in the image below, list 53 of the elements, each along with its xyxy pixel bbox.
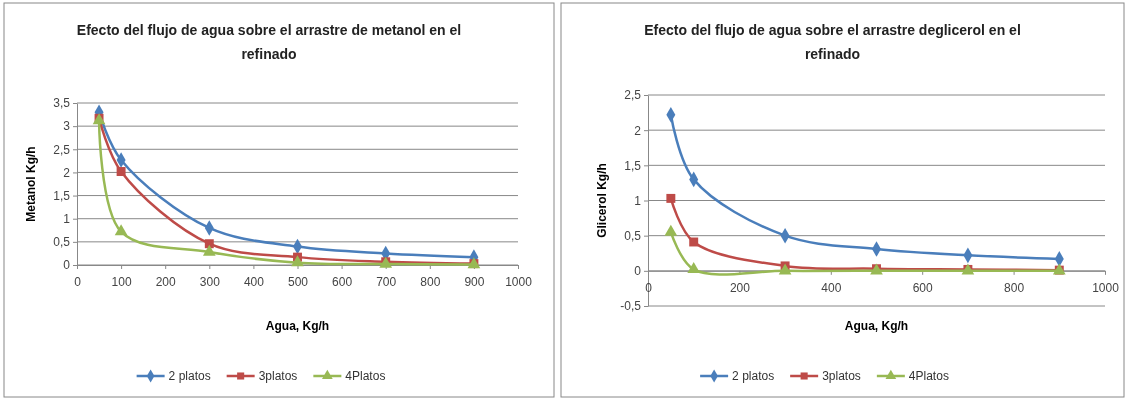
point	[664, 224, 678, 236]
y-tick-label: 1,5	[53, 188, 71, 203]
y-tick-label: 2,5	[53, 142, 71, 157]
y-axis-title: Glicerol Kg/h	[595, 163, 609, 238]
legend-label: 3platos	[822, 369, 861, 383]
x-axis-title: Agua, Kg/h	[265, 319, 330, 333]
x-tick-label: 800	[1004, 281, 1025, 296]
x-tick-label: 600	[912, 281, 934, 296]
x-tick-label: 600	[332, 275, 353, 290]
point	[689, 237, 699, 247]
x-tick-label: 1000	[505, 275, 533, 290]
y-axis-title: Metanol Kg/h	[24, 146, 38, 222]
point	[778, 263, 792, 275]
y-tick-label: 0,5	[624, 229, 642, 244]
x-tick-label: 1000	[1092, 281, 1120, 296]
y-tick-label: 0	[634, 264, 642, 279]
legend-label: 4Platos	[908, 369, 949, 383]
legend-label: 2 platos	[168, 369, 211, 383]
y-tick-label: 2,5	[624, 88, 642, 103]
x-tick-label: 0	[74, 275, 82, 290]
y-tick-label: 0,5	[53, 235, 71, 250]
y-tick-label: 1	[634, 193, 642, 208]
legend-label: 4Platos	[345, 369, 386, 383]
legend-label: 2 platos	[732, 369, 775, 383]
point	[202, 244, 216, 256]
x-axis-title: Agua, Kg/h	[844, 319, 909, 333]
x-tick-label: 500	[287, 275, 309, 290]
y-tick-label: 1,5	[624, 158, 642, 173]
point	[687, 262, 701, 274]
y-tick-label: 0	[63, 258, 71, 273]
x-tick-label: 400	[821, 281, 842, 296]
x-tick-label: 800	[420, 275, 441, 290]
x-tick-label: 400	[243, 275, 265, 290]
y-tick-label: 3,5	[53, 96, 71, 111]
point	[116, 167, 126, 176]
point	[666, 193, 676, 203]
y-tick-label: 3	[63, 119, 71, 134]
point	[204, 239, 214, 249]
x-tick-label: 700	[376, 275, 397, 290]
y-tick-label: 2	[63, 165, 71, 180]
point	[114, 224, 128, 236]
y-tick-label: 1	[63, 212, 71, 227]
legend-label: 3platos	[258, 369, 298, 383]
x-tick-label: 300	[199, 275, 221, 290]
x-tick-label: 200	[155, 275, 177, 290]
x-tick-label: 200	[729, 281, 751, 296]
chart-title: Efecto del flujo de agua sobre el arrastre de metanol en el refinado	[76, 22, 462, 62]
x-tick-label: 900	[464, 275, 485, 290]
y-tick-label: 2	[634, 123, 642, 138]
x-tick-label: 100	[111, 275, 132, 290]
y-tick-label: -0,5	[620, 299, 642, 314]
point	[291, 255, 304, 267]
chart-title: Efecto del flujo de agua sobre el arrastre deglicerol en el refinado	[644, 22, 1021, 62]
